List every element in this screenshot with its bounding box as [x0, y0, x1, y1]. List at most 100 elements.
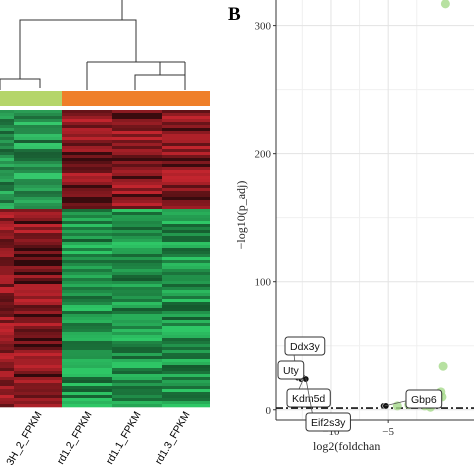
heatmap-cell [162, 260, 210, 264]
heatmap-cell [112, 176, 162, 180]
heatmap-cell [14, 359, 62, 363]
heatmap-cell [62, 146, 112, 150]
heatmap-cell [162, 314, 210, 318]
heatmap-cell [0, 128, 14, 132]
heatmap-cell [112, 398, 162, 402]
heatmap-cell [162, 170, 210, 174]
heatmap-cell [14, 221, 62, 225]
heatmap-cell [14, 245, 62, 249]
heatmap-cell [112, 314, 162, 318]
heatmap-cell [14, 203, 62, 207]
heatmap-cell [62, 176, 112, 180]
column-label: rd1.1_FPKM [104, 410, 144, 467]
heatmap-cell [62, 236, 112, 240]
heatmap-cell [62, 383, 112, 387]
heatmap-cell [162, 218, 210, 222]
heatmap-cell [62, 182, 112, 186]
heatmap-cell [14, 230, 62, 234]
heatmap-panel: 3H_2_FPKM rd1.2_FPKM rd1.1_FPKM rd1.3_FPKM [0, 0, 210, 468]
heatmap-cell [14, 257, 62, 261]
heatmap-cell [0, 326, 14, 330]
heatmap-cell [162, 356, 210, 360]
heatmap-cell [0, 305, 14, 309]
heatmap-cell [0, 125, 14, 129]
heatmap-cell [0, 293, 14, 297]
heatmap-cell [62, 218, 112, 222]
heatmap-cell [14, 158, 62, 162]
y-tick-label: 200 [255, 149, 272, 161]
annotation-box [284, 336, 326, 356]
heatmap-cell [14, 290, 62, 294]
heatmap-cell [0, 191, 14, 195]
heatmap-cell [162, 239, 210, 243]
heatmap-cell [162, 296, 210, 300]
heatmap-cell [112, 290, 162, 294]
heatmap-cell [112, 215, 162, 219]
heatmap-cell [62, 179, 112, 183]
group-annotation-bar [0, 91, 210, 106]
heatmap-cell [112, 335, 162, 339]
column-label: 3H_2_FPKM [4, 410, 44, 468]
heatmap-cell [62, 158, 112, 162]
heatmap-cell [112, 404, 162, 408]
heatmap-cell [62, 185, 112, 189]
heatmap-cell [0, 302, 14, 306]
heatmap-cell [62, 365, 112, 369]
heatmap-cell [62, 140, 112, 144]
panel-label: B [228, 4, 241, 25]
heatmap-cell [62, 227, 112, 231]
heatmap-cell [0, 257, 14, 261]
heatmap-cell [62, 248, 112, 252]
heatmap-cell [162, 242, 210, 246]
heatmap-cell [112, 206, 162, 210]
heatmap-cell [112, 149, 162, 153]
heatmap-cell [62, 143, 112, 147]
heatmap-cell [62, 398, 112, 402]
heatmap-cell [0, 401, 14, 405]
heatmap-cell [112, 272, 162, 276]
heatmap-cell [14, 125, 62, 129]
heatmap-cell [62, 149, 112, 153]
annotation-label: Ddx3y [290, 341, 321, 353]
heatmap-cell [0, 143, 14, 147]
heatmap-cell [14, 191, 62, 195]
heatmap-cell [62, 284, 112, 288]
heatmap-cell [112, 392, 162, 396]
heatmap-cell [162, 311, 210, 315]
heatmap-cell [62, 194, 112, 198]
heatmap-cell [62, 320, 112, 324]
heatmap-cell [14, 143, 62, 147]
heatmap-cell [14, 131, 62, 135]
heatmap-cells [0, 110, 210, 408]
heatmap-cell [162, 320, 210, 324]
heatmap-cell [0, 221, 14, 225]
heatmap-cell [14, 209, 62, 213]
heatmap-cell [62, 131, 112, 135]
heatmap-cell [112, 395, 162, 399]
heatmap-cell [14, 176, 62, 180]
heatmap-cell [162, 221, 210, 225]
heatmap-cell [0, 311, 14, 315]
heatmap-cell [0, 113, 14, 117]
heatmap-cell [0, 380, 14, 384]
annotation-label: Eif2s3y [311, 417, 346, 429]
heatmap-cell [162, 362, 210, 366]
heatmap-cell [62, 137, 112, 141]
heatmap-cell [62, 110, 112, 114]
dendrogram-branch [19, 0, 123, 79]
heatmap-cell [14, 167, 62, 171]
heatmap-cell [0, 371, 14, 375]
heatmap-cell [162, 401, 210, 405]
heatmap-cell [14, 242, 62, 246]
heatmap-cell [112, 368, 162, 372]
heatmap-cell [0, 404, 14, 408]
heatmap-cell [62, 215, 112, 219]
heatmap-cell [112, 299, 162, 303]
annotation-label: Uty [283, 365, 300, 377]
heatmap-cell [14, 287, 62, 291]
heatmap-cell [0, 200, 14, 204]
heatmap-cell [0, 377, 14, 381]
heatmap-cell [162, 368, 210, 372]
heatmap-cell [14, 293, 62, 297]
column-dendrogram [0, 0, 186, 90]
